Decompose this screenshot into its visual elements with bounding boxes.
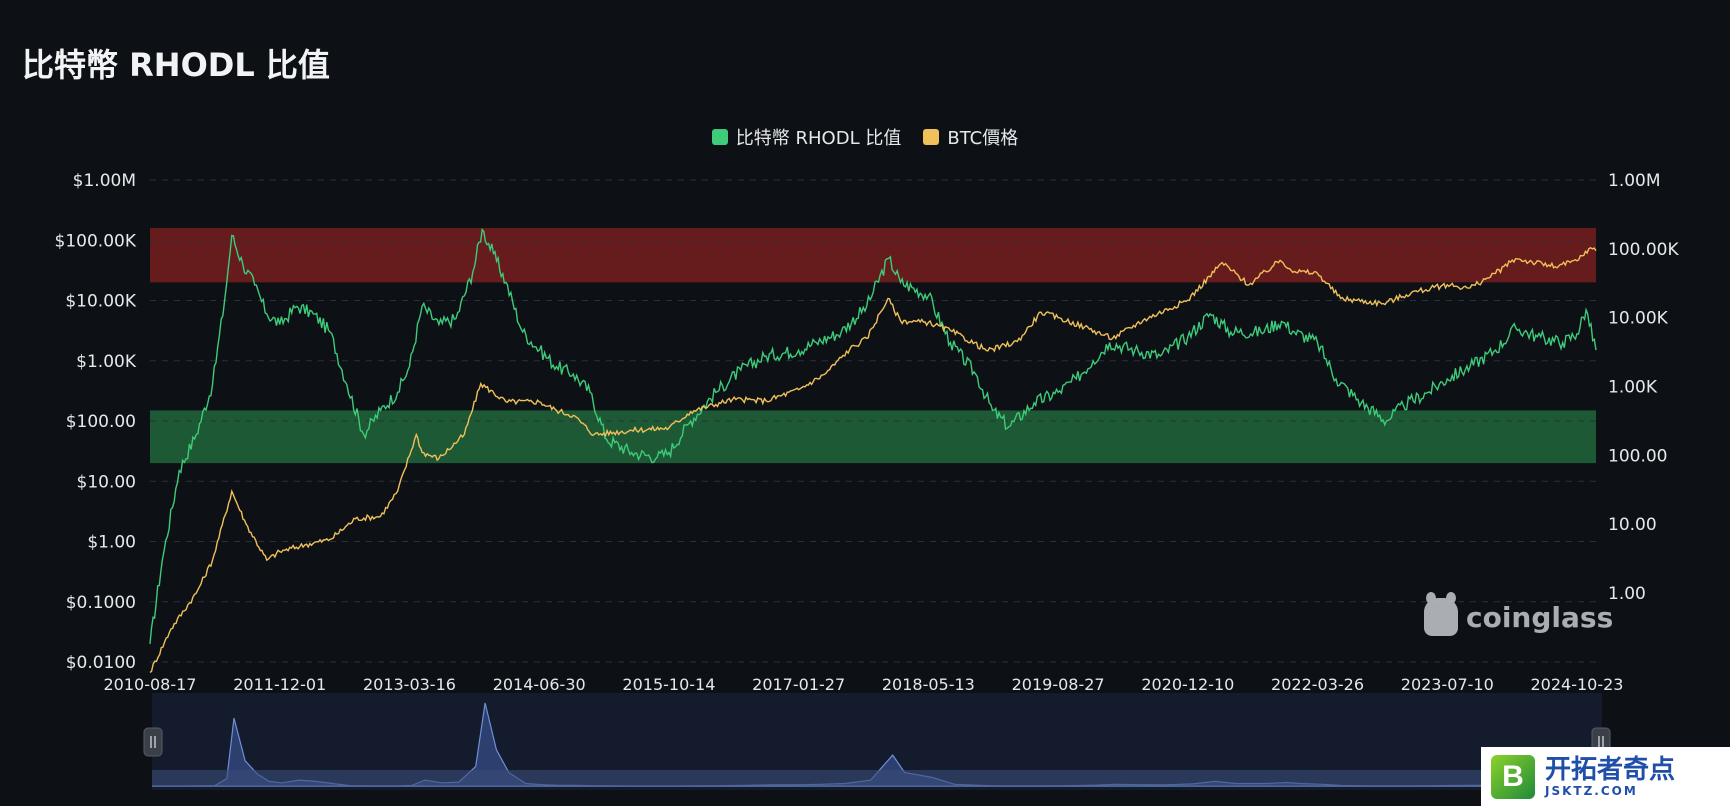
x-tick-label: 2024-10-23 bbox=[1531, 675, 1624, 694]
page-title: 比特幣 RHODL 比值 bbox=[22, 46, 330, 84]
y-left-tick-label: $0.1000 bbox=[66, 593, 136, 613]
y-left-tick-label: $10.00K bbox=[65, 292, 136, 312]
chart-legend: 比特幣 RHODL 比值 BTC價格 bbox=[0, 124, 1730, 150]
navigator-left-handle[interactable] bbox=[143, 727, 163, 757]
series-line-rhodl bbox=[149, 227, 1597, 644]
badge-title: 开拓者奇点 bbox=[1545, 754, 1676, 785]
y-left-tick-label: $10.00 bbox=[77, 472, 136, 492]
x-tick-label: 2013-03-16 bbox=[363, 675, 456, 694]
x-tick-label: 2017-01-27 bbox=[752, 675, 845, 694]
legend-item-rhodl[interactable]: 比特幣 RHODL 比值 bbox=[711, 124, 902, 150]
coinglass-logo-icon bbox=[1424, 592, 1458, 636]
y-right-tick-label: 100.00 bbox=[1608, 446, 1667, 466]
navigator-band bbox=[152, 770, 1602, 786]
x-tick-label: 2020-12-10 bbox=[1141, 675, 1234, 694]
x-tick-label: 2015-10-14 bbox=[622, 675, 715, 694]
y-right-tick-label: 1.00 bbox=[1608, 584, 1646, 604]
x-tick-label: 2010-08-17 bbox=[104, 675, 197, 694]
y-right-tick-label: 1.00K bbox=[1608, 378, 1658, 398]
badge-logo-icon: B bbox=[1491, 754, 1535, 799]
badge-subtitle: JSKTZ.COM bbox=[1545, 783, 1638, 798]
legend-label-btc: BTC價格 bbox=[947, 128, 1019, 149]
series-line-btc-price bbox=[149, 246, 1597, 674]
legend-label-rhodl: 比特幣 RHODL 比值 bbox=[735, 128, 902, 149]
coinglass-watermark: coinglass bbox=[1424, 592, 1614, 636]
y-left-tick-label: $100.00 bbox=[66, 412, 136, 432]
y-left-tick-label: $1.00 bbox=[87, 533, 136, 553]
y-left-tick-label: $1.00M bbox=[73, 171, 136, 191]
x-tick-label: 2019-08-27 bbox=[1012, 675, 1105, 694]
x-tick-label: 2014-06-30 bbox=[493, 675, 586, 694]
x-tick-label: 2011-12-01 bbox=[233, 675, 326, 694]
watermark-text: coinglass bbox=[1466, 600, 1614, 634]
y-right-tick-label: 10.00K bbox=[1608, 309, 1669, 329]
x-tick-label: 2023-07-10 bbox=[1401, 675, 1494, 694]
legend-swatch-rhodl bbox=[711, 129, 728, 145]
site-badge: B 开拓者奇点 JSKTZ.COM bbox=[1481, 747, 1730, 806]
y-left-tick-label: $0.0100 bbox=[66, 653, 136, 673]
y-right-tick-label: 100.00K bbox=[1608, 240, 1679, 260]
x-tick-label: 2018-05-13 bbox=[882, 675, 975, 694]
y-left-tick-label: $100.00K bbox=[55, 231, 137, 251]
legend-swatch-btc bbox=[923, 129, 940, 145]
legend-item-btc[interactable]: BTC價格 bbox=[923, 124, 1018, 150]
y-left-tick-label: $1.00K bbox=[76, 352, 137, 372]
y-right-tick-label: 10.00 bbox=[1608, 515, 1657, 535]
band-top bbox=[150, 227, 1596, 283]
band-bottom bbox=[150, 410, 1596, 464]
x-tick-label: 2022-03-26 bbox=[1271, 675, 1364, 694]
y-right-tick-label: 1.00M bbox=[1608, 171, 1661, 191]
